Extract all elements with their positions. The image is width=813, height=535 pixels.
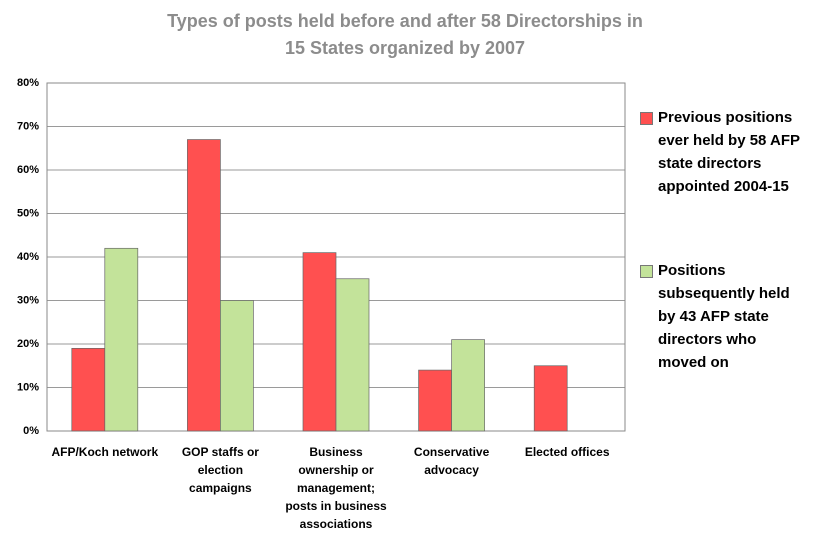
y-tick-label: 0% [23, 425, 39, 437]
y-tick-label: 30% [17, 294, 39, 306]
x-tick-label: Business ownership or management; posts … [285, 445, 387, 531]
x-tick-label: Conservative advocacy [413, 445, 490, 477]
bar [302, 252, 337, 432]
legend-swatch [640, 112, 653, 125]
y-tick-label: 80% [17, 77, 39, 89]
chart-title: Types of posts held before and after 58 … [167, 11, 643, 58]
bar [187, 139, 221, 432]
legend-swatch [640, 265, 653, 278]
y-tick-label: 10% [17, 381, 39, 393]
x-tick-label: AFP/Koch network [51, 445, 159, 459]
x-tick-label: GOP staffs or election campaigns [181, 445, 259, 495]
x-tick-label: Elected offices [524, 445, 610, 459]
y-tick-label: 60% [17, 164, 39, 176]
bar [220, 300, 254, 432]
bar [451, 339, 485, 432]
legend-label: Positions subsequently held by 43 AFP st… [658, 262, 790, 371]
y-tick-label: 20% [17, 338, 39, 350]
legend-label: Previous positions ever held by 58 AFP s… [658, 109, 800, 195]
bar [335, 278, 370, 432]
bar [418, 369, 452, 432]
y-tick-label: 70% [17, 120, 39, 132]
bar [104, 247, 139, 432]
y-tick-label: 40% [17, 251, 39, 263]
bar [533, 365, 568, 432]
bar [71, 348, 106, 432]
y-tick-label: 50% [17, 207, 39, 219]
